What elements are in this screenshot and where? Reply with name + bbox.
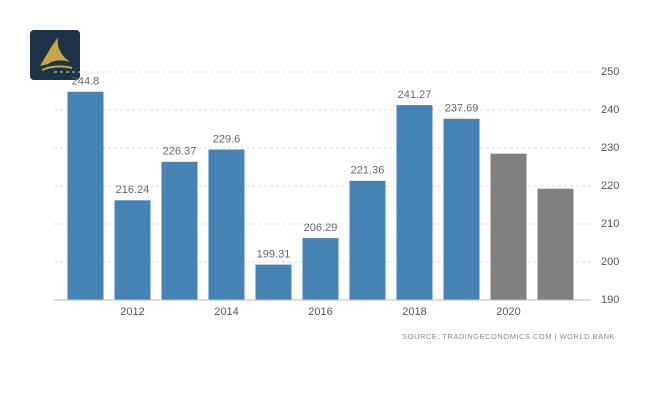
y-tick-label: 210 — [601, 218, 619, 230]
y-tick-label: 240 — [601, 104, 619, 116]
x-tick-label: 2018 — [402, 306, 426, 318]
bar — [302, 238, 339, 300]
bar — [443, 118, 480, 300]
y-tick-label: 190 — [601, 294, 619, 306]
bar — [208, 149, 245, 300]
data-label: 237.69 — [445, 103, 479, 115]
bar — [255, 264, 292, 300]
bar — [537, 188, 574, 300]
bar — [67, 91, 104, 300]
y-tick-label: 200 — [601, 256, 619, 268]
x-tick-label: 2014 — [214, 306, 238, 318]
bar — [349, 180, 386, 300]
x-tick-label: 2016 — [308, 306, 332, 318]
bar — [161, 161, 198, 300]
bar — [114, 200, 151, 300]
data-label: 229.6 — [213, 133, 241, 145]
bar — [490, 153, 527, 300]
y-tick-label: 230 — [601, 142, 619, 154]
data-label: 199.31 — [257, 249, 291, 261]
y-tick-label: 250 — [601, 66, 619, 78]
data-label: 216.24 — [116, 184, 150, 196]
logo — [30, 30, 80, 80]
x-tick-label: 2020 — [496, 306, 520, 318]
x-tick-label: 2012 — [120, 306, 144, 318]
data-label: 241.27 — [398, 89, 432, 101]
data-label: 206.29 — [304, 222, 338, 234]
data-label: 226.37 — [163, 146, 197, 158]
data-label: 221.36 — [351, 165, 385, 177]
bar — [396, 105, 433, 300]
data-label: 244.8 — [72, 76, 100, 88]
y-tick-label: 220 — [601, 180, 619, 192]
source: SOURCE: TRADINGECONOMICS.COM | WORLD BAN… — [402, 332, 615, 341]
